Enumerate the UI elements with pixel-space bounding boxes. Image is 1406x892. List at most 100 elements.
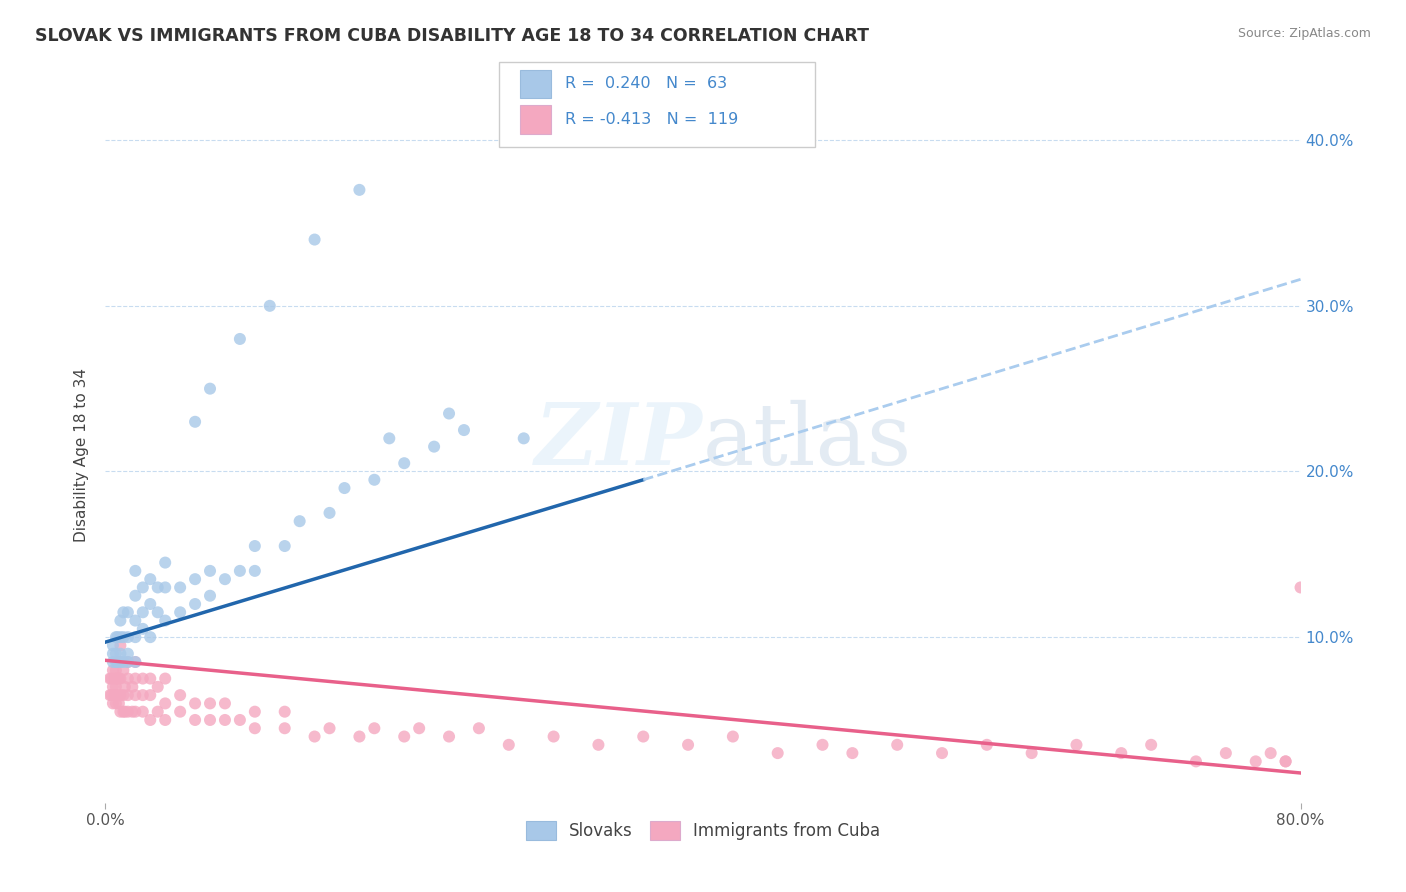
Point bbox=[107, 672, 129, 686]
Point bbox=[112, 663, 135, 677]
Point bbox=[104, 655, 127, 669]
Point bbox=[378, 431, 401, 445]
Point bbox=[1260, 746, 1282, 760]
Point bbox=[437, 407, 460, 421]
Point bbox=[146, 705, 169, 719]
Point bbox=[214, 713, 236, 727]
Point bbox=[117, 605, 139, 619]
Point bbox=[139, 672, 162, 686]
Point bbox=[349, 730, 371, 744]
Point bbox=[273, 705, 295, 719]
Point bbox=[184, 572, 207, 586]
Point bbox=[117, 655, 139, 669]
Point bbox=[100, 688, 122, 702]
Point bbox=[198, 564, 221, 578]
Y-axis label: Disability Age 18 to 34: Disability Age 18 to 34 bbox=[75, 368, 90, 542]
Point bbox=[110, 672, 132, 686]
Point bbox=[139, 572, 162, 586]
Point bbox=[229, 713, 252, 727]
Point bbox=[117, 655, 139, 669]
Point bbox=[114, 680, 136, 694]
Point bbox=[1066, 738, 1088, 752]
Point bbox=[184, 415, 207, 429]
Point bbox=[110, 630, 132, 644]
Point bbox=[1274, 755, 1296, 769]
Point bbox=[110, 688, 132, 702]
Point bbox=[132, 705, 155, 719]
Point bbox=[103, 672, 125, 686]
Point bbox=[229, 564, 252, 578]
Point bbox=[543, 730, 565, 744]
Point bbox=[104, 663, 127, 677]
Point bbox=[198, 713, 221, 727]
Point bbox=[423, 440, 446, 454]
Point bbox=[349, 183, 371, 197]
Point bbox=[112, 630, 135, 644]
Point bbox=[1244, 755, 1267, 769]
Point bbox=[184, 713, 207, 727]
Point bbox=[101, 647, 124, 661]
Point bbox=[318, 506, 340, 520]
Point bbox=[132, 672, 155, 686]
Point bbox=[155, 614, 177, 628]
Point bbox=[124, 655, 146, 669]
Point bbox=[110, 655, 132, 669]
Point bbox=[498, 738, 520, 752]
Point bbox=[408, 721, 430, 735]
Point bbox=[273, 539, 295, 553]
Point bbox=[124, 589, 146, 603]
Point bbox=[633, 730, 655, 744]
Point bbox=[103, 688, 125, 702]
Point bbox=[114, 705, 136, 719]
Point bbox=[243, 539, 266, 553]
Point bbox=[132, 581, 155, 595]
Point bbox=[108, 697, 131, 711]
Point bbox=[333, 481, 356, 495]
Point bbox=[110, 647, 132, 661]
Point bbox=[155, 556, 177, 570]
Point bbox=[155, 581, 177, 595]
Point bbox=[124, 705, 146, 719]
Point bbox=[110, 655, 132, 669]
Point bbox=[155, 672, 177, 686]
Point bbox=[104, 697, 127, 711]
Point bbox=[124, 672, 146, 686]
Text: R =  0.240   N =  63: R = 0.240 N = 63 bbox=[565, 77, 727, 91]
Point bbox=[363, 721, 385, 735]
Point bbox=[132, 688, 155, 702]
Point bbox=[124, 630, 146, 644]
Point bbox=[169, 581, 191, 595]
Point bbox=[110, 614, 132, 628]
Point bbox=[394, 730, 416, 744]
Point bbox=[886, 738, 908, 752]
Point bbox=[169, 605, 191, 619]
Point bbox=[117, 688, 139, 702]
Point bbox=[394, 456, 416, 470]
Point bbox=[108, 672, 131, 686]
Point bbox=[132, 605, 155, 619]
Point bbox=[198, 697, 221, 711]
Point bbox=[468, 721, 491, 735]
Point bbox=[112, 655, 135, 669]
Point bbox=[363, 473, 385, 487]
Point bbox=[513, 431, 536, 445]
Point bbox=[110, 639, 132, 653]
Point bbox=[198, 589, 221, 603]
Point bbox=[124, 655, 146, 669]
Point bbox=[184, 597, 207, 611]
Point bbox=[676, 738, 699, 752]
Point bbox=[132, 622, 155, 636]
Point bbox=[453, 423, 475, 437]
Point bbox=[273, 721, 295, 735]
Point bbox=[98, 688, 121, 702]
Point bbox=[117, 647, 139, 661]
Point bbox=[101, 680, 124, 694]
Point bbox=[107, 630, 129, 644]
Point bbox=[155, 697, 177, 711]
Point bbox=[1021, 746, 1043, 760]
Point bbox=[169, 688, 191, 702]
Point bbox=[169, 705, 191, 719]
Point bbox=[107, 655, 129, 669]
Point bbox=[139, 713, 162, 727]
Point bbox=[110, 705, 132, 719]
